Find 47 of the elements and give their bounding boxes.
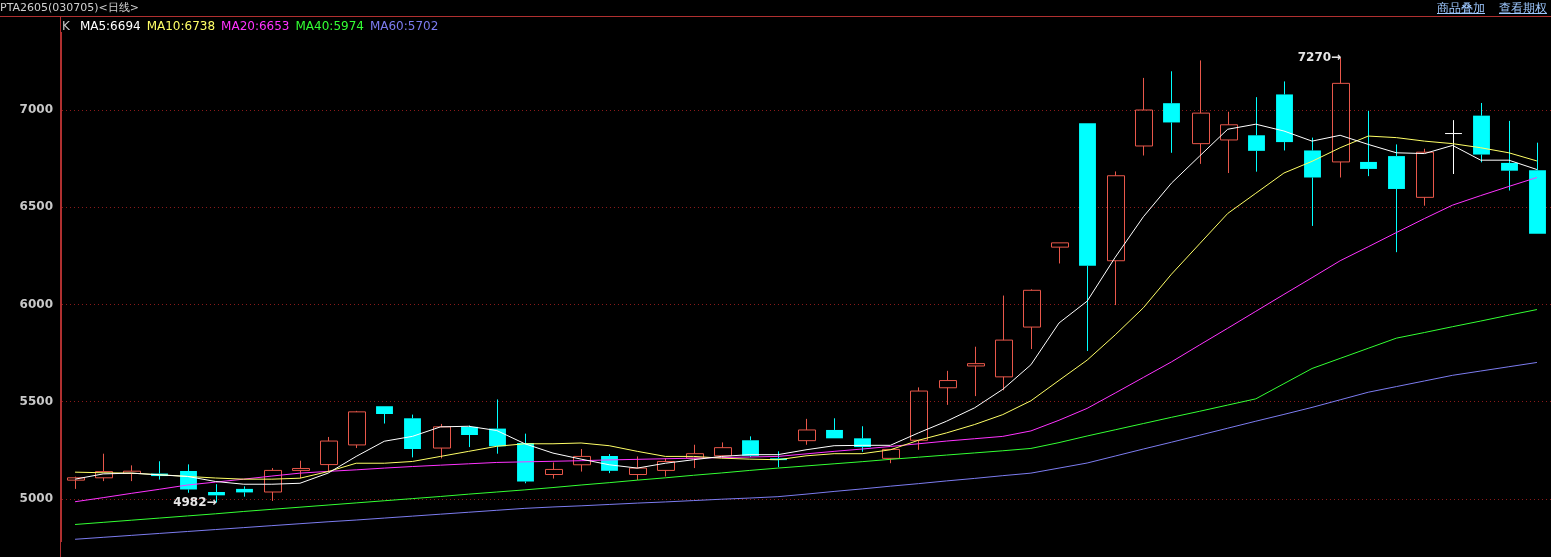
annotation: 4982→ <box>173 494 217 509</box>
candlestick <box>1416 148 1434 207</box>
candlestick <box>95 453 113 482</box>
candlestick <box>1276 80 1293 151</box>
y-tick-label: 6500 <box>19 199 53 214</box>
text: MA20:6653 <box>221 19 290 33</box>
text: MA60:5702 <box>369 19 439 33</box>
candlestick <box>517 433 534 484</box>
candlestick <box>798 418 816 446</box>
candlestick <box>573 448 591 473</box>
candlestick <box>995 295 1013 391</box>
candlestick <box>967 346 985 397</box>
candlestick <box>1135 77 1153 157</box>
candlestick <box>1163 70 1180 154</box>
text: 商品叠加 <box>1437 0 1485 16</box>
y-tick-label: 5000 <box>19 491 53 506</box>
text: MA40:5974 <box>295 19 364 33</box>
y-tick-label: 5500 <box>19 393 53 408</box>
candlestick <box>123 464 141 482</box>
candlestick <box>1079 123 1096 352</box>
candlestick <box>939 370 957 406</box>
text: 查看期权 <box>1499 0 1547 16</box>
candlestick <box>1529 142 1546 234</box>
text: MA10:6738 <box>146 19 216 33</box>
candlestick <box>1388 143 1405 253</box>
candlestick <box>1304 137 1321 227</box>
y-tick-label: 7000 <box>19 102 53 117</box>
candlestick <box>826 417 843 439</box>
annotation: 7270→ <box>1297 49 1342 64</box>
candlestick <box>1501 120 1518 192</box>
candlestick <box>461 426 478 448</box>
candlestick <box>1220 111 1238 174</box>
candlestick <box>1473 102 1490 163</box>
y-tick-label: 6000 <box>19 296 53 311</box>
candlestick <box>376 406 393 425</box>
legend-title: K <box>62 19 70 33</box>
candlestick <box>1051 242 1069 264</box>
candlestick <box>545 461 563 480</box>
candlestick <box>1107 170 1125 306</box>
chart-title: PTA2605(030705)<日线> <box>0 0 140 16</box>
candlestick <box>264 467 282 502</box>
candlestick <box>1192 59 1210 165</box>
candlestick <box>1248 96 1265 173</box>
text: MA5:6694 <box>79 19 141 33</box>
candlestick <box>1023 289 1041 350</box>
candlestick <box>1360 110 1377 177</box>
candlestick <box>404 414 421 458</box>
